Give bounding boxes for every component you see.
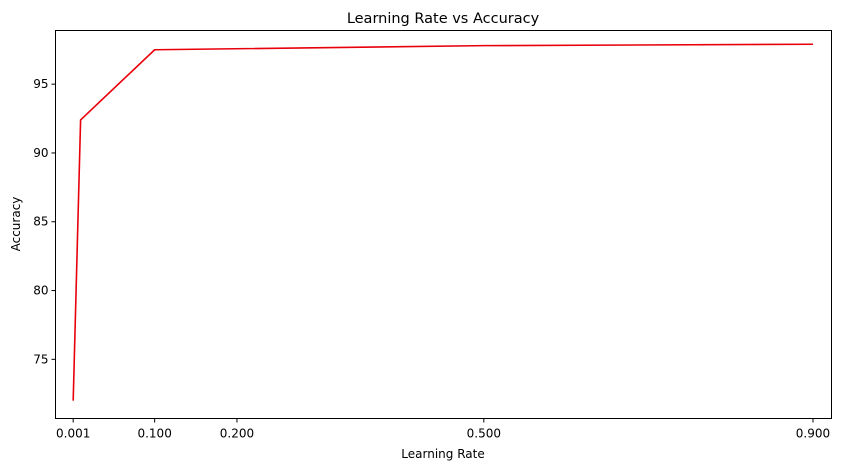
series-line-0 (72, 43, 813, 401)
y-axis-label: Accuracy (9, 197, 23, 252)
chart-title: Learning Rate vs Accuracy (347, 11, 540, 27)
y-tick-label: 95 (33, 77, 48, 91)
y-tick-label: 85 (33, 215, 48, 229)
x-tick-label: 0.900 (796, 427, 830, 441)
y-tick-label: 80 (33, 284, 48, 298)
x-tick-label: 0.200 (220, 427, 254, 441)
y-tick-label: 90 (33, 146, 48, 160)
x-axis: 0.001 0.100 0.200 0.500 0.900 (56, 418, 830, 441)
x-tick-label: 0.500 (467, 427, 501, 441)
x-tick-label: 0.001 (56, 427, 90, 441)
plot-frame (55, 30, 832, 419)
plot-area (72, 43, 814, 401)
x-tick-label: 0.100 (137, 427, 171, 441)
y-tick-label: 75 (33, 352, 48, 366)
x-axis-label: Learning Rate (401, 447, 484, 461)
y-axis: 75 80 85 90 95 (33, 77, 56, 366)
